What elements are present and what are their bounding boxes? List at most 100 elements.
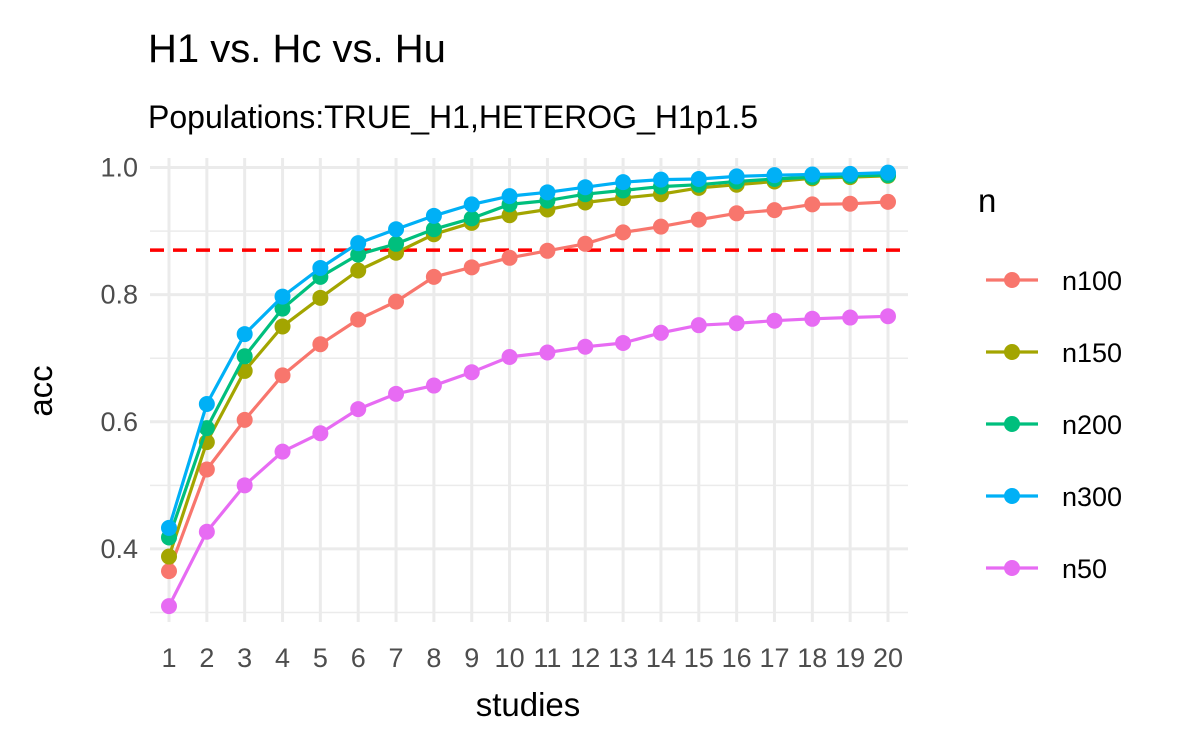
y-tick-label: 0.4 xyxy=(100,534,138,564)
data-point-n300 xyxy=(539,184,556,201)
data-point-n50 xyxy=(388,385,405,402)
x-tick-label: 7 xyxy=(389,643,404,673)
data-point-n50 xyxy=(804,310,821,327)
legend-item-n100: n100 xyxy=(986,266,1122,296)
x-tick-label: 12 xyxy=(570,643,600,673)
data-point-n50 xyxy=(880,308,896,325)
data-point-n300 xyxy=(577,179,594,196)
data-point-n100 xyxy=(539,242,556,259)
data-point-n50 xyxy=(539,344,556,361)
x-tick-label: 6 xyxy=(351,643,366,673)
x-tick-label: 16 xyxy=(722,643,752,673)
legend-item-n50: n50 xyxy=(986,554,1107,584)
legend-item-n150: n150 xyxy=(986,338,1122,368)
legend: n n100 n150 n200 n300 n50 xyxy=(978,182,1122,584)
series-line-n150 xyxy=(167,174,889,558)
series-n150 xyxy=(161,167,896,565)
data-point-n200 xyxy=(388,235,405,252)
data-point-n100 xyxy=(842,195,859,212)
data-point-n300 xyxy=(312,259,329,276)
x-tick-label: 14 xyxy=(646,643,676,673)
data-point-n50 xyxy=(501,348,518,365)
data-point-n100 xyxy=(274,367,291,384)
data-point-n100 xyxy=(728,205,745,222)
y-tick-label: 1.0 xyxy=(100,153,138,183)
data-point-n100 xyxy=(615,224,632,241)
x-tick-label: 18 xyxy=(797,643,827,673)
series-n300 xyxy=(161,164,896,536)
legend-item-n300: n300 xyxy=(986,482,1122,512)
data-point-n50 xyxy=(766,312,783,329)
legend-label: n200 xyxy=(1062,410,1122,440)
data-point-n300 xyxy=(804,166,821,183)
x-tick-label: 4 xyxy=(275,643,290,673)
data-point-n300 xyxy=(766,167,783,184)
series-line-n50 xyxy=(167,314,889,607)
data-point-n300 xyxy=(388,221,405,238)
data-point-n150 xyxy=(350,262,367,279)
x-tick-label: 1 xyxy=(161,643,176,673)
y-tick-label: 0.6 xyxy=(100,407,138,437)
data-point-n300 xyxy=(161,519,177,536)
chart-title: H1 vs. Hc vs. Hu xyxy=(148,27,446,71)
x-axis-title: studies xyxy=(476,686,581,723)
legend-key-point xyxy=(1004,560,1020,576)
data-point-n300 xyxy=(728,168,745,185)
series-lines-group xyxy=(161,164,896,615)
legend-label: n150 xyxy=(1062,338,1122,368)
data-point-n50 xyxy=(577,338,594,355)
legend-label: n50 xyxy=(1062,554,1107,584)
y-tick-label: 0.8 xyxy=(100,280,138,310)
x-tick-label: 9 xyxy=(464,643,479,673)
data-point-n50 xyxy=(463,364,480,381)
x-tick-label: 11 xyxy=(533,643,561,673)
plot-gridlines xyxy=(150,158,908,622)
data-point-n50 xyxy=(312,425,329,442)
legend-key-point xyxy=(1004,344,1020,360)
data-point-n100 xyxy=(198,461,215,478)
data-point-n50 xyxy=(728,315,745,332)
data-point-n50 xyxy=(350,401,367,418)
data-point-n100 xyxy=(161,563,177,580)
data-point-n300 xyxy=(350,235,367,252)
data-point-n100 xyxy=(880,193,896,210)
data-point-n50 xyxy=(236,477,253,494)
data-point-n150 xyxy=(274,318,291,335)
data-point-n150 xyxy=(161,548,177,565)
data-point-n300 xyxy=(274,288,291,305)
legend-items: n100 n150 n200 n300 n50 xyxy=(986,266,1122,584)
data-point-n300 xyxy=(880,164,896,181)
data-point-n100 xyxy=(388,293,405,310)
legend-label: n100 xyxy=(1062,266,1122,296)
data-point-n300 xyxy=(501,188,518,205)
data-point-n300 xyxy=(615,174,632,191)
x-tick-label: 20 xyxy=(873,643,903,673)
x-tick-label: 13 xyxy=(608,643,638,673)
data-point-n300 xyxy=(842,165,859,182)
data-point-n200 xyxy=(198,420,215,437)
data-point-n200 xyxy=(274,300,291,317)
data-point-n300 xyxy=(425,207,442,224)
data-point-n300 xyxy=(236,326,253,343)
x-tick-label: 5 xyxy=(313,643,328,673)
legend-key-point xyxy=(1004,488,1020,504)
data-point-n100 xyxy=(577,235,594,252)
data-point-n50 xyxy=(842,309,859,326)
legend-item-n200: n200 xyxy=(986,410,1122,440)
legend-key-point xyxy=(1004,272,1020,288)
data-point-n300 xyxy=(198,395,215,412)
x-tick-label: 8 xyxy=(426,643,441,673)
series-n100 xyxy=(161,193,896,580)
data-point-n200 xyxy=(236,348,253,365)
y-axis-ticks: 0.4 0.6 0.8 1.0 xyxy=(100,153,138,564)
data-point-n50 xyxy=(198,523,215,540)
data-point-n50 xyxy=(274,443,291,460)
data-point-n100 xyxy=(425,268,442,285)
data-point-n100 xyxy=(463,259,480,276)
data-point-n50 xyxy=(615,334,632,351)
x-tick-label: 19 xyxy=(835,643,865,673)
series-line-n100 xyxy=(167,200,889,572)
series-line-n200 xyxy=(167,173,889,539)
chart-subtitle: Populations:TRUE_H1,HETEROG_H1p1.5 xyxy=(148,99,758,135)
